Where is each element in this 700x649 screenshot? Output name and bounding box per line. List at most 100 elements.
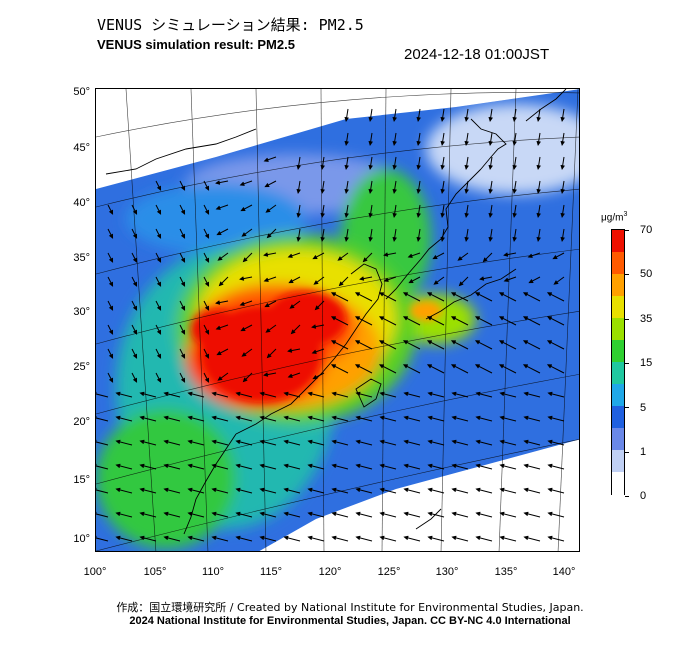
wind-arrow-head	[283, 439, 289, 445]
wind-arrow-head	[163, 391, 169, 397]
wind-arrow-head	[403, 511, 409, 517]
wind-arrow-head	[133, 209, 138, 215]
wind-arrow-head	[181, 257, 186, 263]
wind-arrow-head	[331, 535, 337, 541]
wind-arrow-head	[359, 276, 365, 281]
lon-label-125: 125°	[377, 566, 401, 578]
credit-en: 2024 National Institute for Environmenta…	[129, 615, 571, 627]
wind-arrow-head	[163, 463, 169, 469]
wind-arrow-head	[217, 376, 223, 381]
wind-arrow-head	[290, 329, 296, 335]
wind-arrow-head	[536, 188, 541, 194]
wind-arrow-head	[547, 487, 553, 493]
wind-arrow-head	[330, 340, 336, 345]
wind-arrow-head	[311, 349, 317, 354]
wind-arrow-head	[163, 415, 169, 421]
wind-arrow-head	[354, 292, 360, 297]
wind-arrow-head	[205, 329, 210, 335]
wind-arrow-head	[416, 212, 421, 218]
wind-arrow-head	[523, 439, 529, 445]
wind-arrow-head	[263, 252, 269, 257]
wind-arrow-head	[265, 328, 271, 333]
wind-arrow-head	[296, 212, 301, 218]
lon-label-130: 130°	[435, 566, 459, 578]
wind-arrow-head	[392, 140, 397, 146]
colorbar-segment	[612, 406, 624, 429]
wind-arrow-head	[488, 236, 493, 242]
coastlines	[105, 89, 567, 535]
wind-arrow	[96, 393, 109, 398]
wind-arrow-head	[512, 212, 517, 218]
wind-arrow-head	[181, 185, 186, 191]
wind-arrow-head	[287, 348, 293, 353]
wind-arrow-head	[109, 233, 114, 239]
wind-arrow-head	[205, 377, 210, 383]
wind-arrow-head	[296, 164, 301, 170]
wind-arrow-head	[320, 164, 325, 170]
wind-arrow-head	[307, 391, 313, 397]
wind-arrow-head	[354, 364, 360, 369]
wind-arrow-head	[259, 511, 265, 517]
wind-arrow-head	[235, 511, 241, 517]
wind-arrow-head	[181, 281, 186, 287]
wind-arrow-head	[523, 535, 529, 541]
wind-arrow-head	[330, 316, 336, 321]
wind-arrow-head	[205, 233, 210, 239]
wind-arrow-head	[288, 279, 294, 284]
wind-arrow-head	[427, 463, 433, 469]
wind-arrow-head	[139, 535, 145, 541]
wind-arrow-head	[547, 535, 553, 541]
wind-arrow-head	[416, 236, 421, 242]
wind-arrow-head	[235, 391, 241, 397]
wind-arrow-head	[216, 231, 222, 236]
wind-arrow-head	[464, 188, 469, 194]
wind-arrow-head	[547, 415, 553, 421]
wind-arrow-head	[451, 439, 457, 445]
title-jp: VENUS シミュレーション結果: PM2.5	[97, 16, 364, 34]
wind-arrow-head	[109, 377, 114, 383]
wind-arrow-head	[379, 487, 385, 493]
wind-arrow-head	[427, 391, 433, 397]
wind-arrow-head	[536, 236, 541, 242]
wind-arrow-head	[378, 364, 384, 369]
wind-arrow-head	[379, 463, 385, 469]
wind-arrow-head	[368, 188, 373, 194]
wind-arrow-head	[314, 305, 320, 311]
wind-arrow-head	[239, 276, 245, 281]
wind-arrow-head	[499, 535, 505, 541]
wind-arrow-head	[464, 164, 469, 170]
colorbar-label-70: 70	[640, 224, 653, 236]
wind-arrow-head	[547, 391, 553, 397]
wind-arrow-head	[368, 164, 373, 170]
wind-arrow-head	[440, 188, 445, 194]
wind-arrow-head	[211, 415, 217, 421]
colorbar-label-1: 1	[640, 446, 647, 458]
wind-arrow-head	[355, 415, 361, 421]
wind-arrow-head	[522, 292, 528, 297]
wind-arrow-head	[474, 364, 480, 369]
wind-arrow-head	[109, 281, 114, 287]
colorbar-label-35: 35	[640, 313, 653, 325]
wind-arrow-head	[426, 292, 432, 297]
wind-arrow-head	[217, 256, 223, 261]
wind-arrow-head	[187, 487, 193, 493]
wind-arrow-head	[499, 463, 505, 469]
colorbar-tick	[625, 407, 629, 409]
wind-arrow-head	[241, 232, 247, 237]
wind-arrow-head	[474, 316, 480, 321]
colorbar-segment	[612, 252, 624, 275]
wind-arrow-head	[499, 487, 505, 493]
wind-arrow-head	[215, 180, 221, 185]
wind-arrow-head	[115, 463, 121, 469]
wind-arrow-head	[440, 236, 445, 242]
wind-arrow-head	[241, 352, 247, 357]
wind-arrow-head	[451, 535, 457, 541]
wind-arrow-head	[313, 280, 319, 285]
wind-arrow-head	[307, 487, 313, 493]
wind-arrow-head	[205, 353, 210, 359]
wind-arrow-head	[392, 212, 397, 218]
wind-arrow-head	[157, 353, 162, 359]
wind-arrow-head	[474, 292, 480, 297]
wind-arrow-head	[450, 364, 456, 369]
wind-arrow-head	[546, 292, 552, 297]
